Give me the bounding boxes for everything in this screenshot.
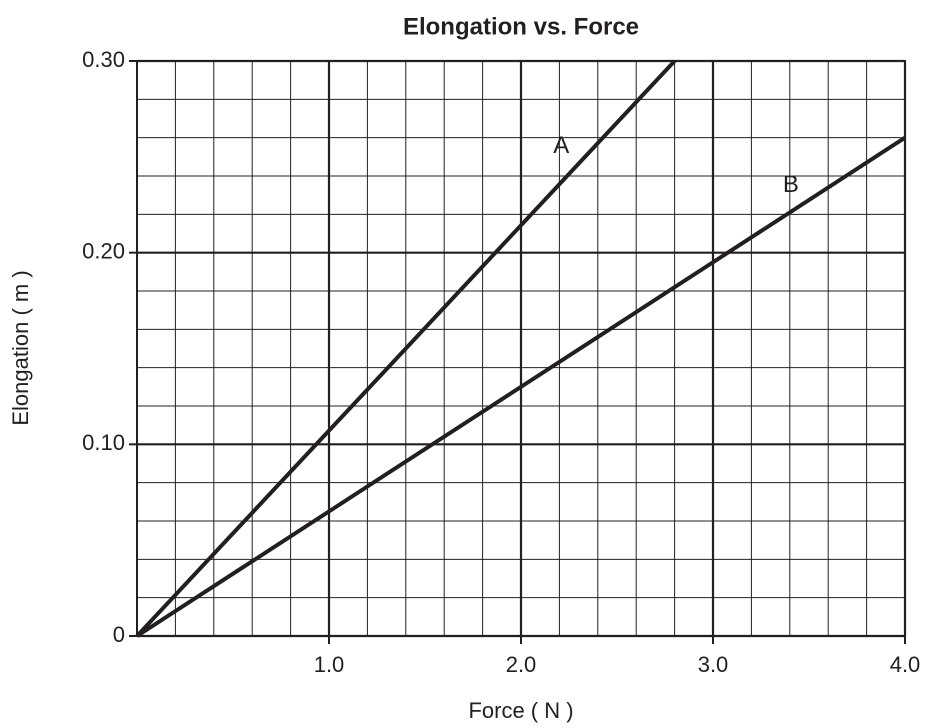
y-axis-label: Elongation ( m ): [8, 270, 33, 425]
x-tick-label: 1.0: [314, 652, 345, 677]
y-tick-label: 0: [113, 622, 125, 647]
x-axis-label: Force ( N ): [468, 698, 573, 723]
x-tick-label: 4.0: [890, 652, 921, 677]
line-label: A: [553, 132, 569, 159]
x-tick-label: 3.0: [698, 652, 729, 677]
data-line: [135, 135, 907, 638]
x-tick-label: 2.0: [506, 652, 537, 677]
plot-frame: [136, 60, 906, 637]
y-tick-label: 0.30: [82, 47, 125, 72]
y-tick-label: 0.20: [82, 238, 125, 263]
line-label: B: [783, 171, 799, 198]
y-tick-label: 0.10: [82, 430, 125, 455]
chart-title: Elongation vs. Force: [403, 13, 639, 40]
data-line: [135, 59, 677, 638]
